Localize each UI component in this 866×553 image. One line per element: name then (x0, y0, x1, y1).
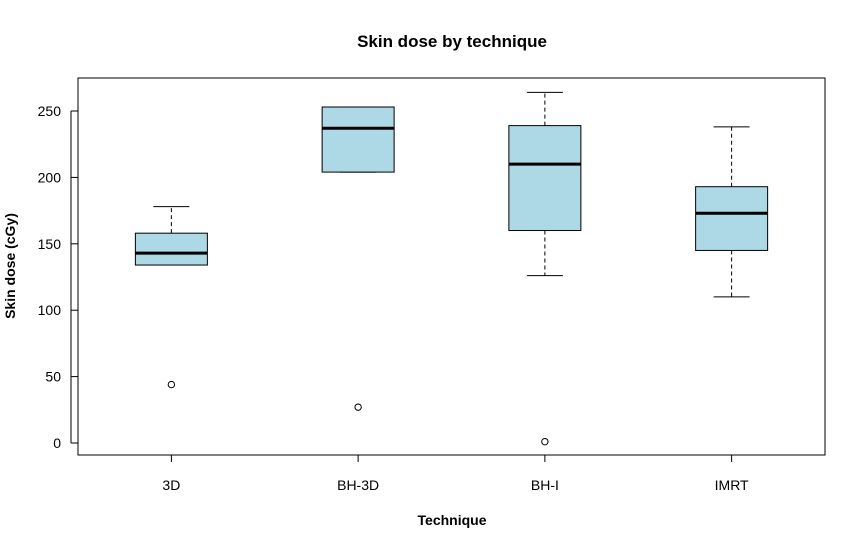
box-3d (134, 206, 208, 389)
outlier-point (541, 437, 549, 446)
box-imrt (695, 126, 769, 298)
y-tick-label: 250 (38, 103, 62, 119)
y-tick-label: 200 (38, 169, 62, 185)
chart-title: Skin dose by technique (357, 32, 547, 51)
y-tick-label: 50 (45, 369, 61, 385)
x-tick-label: BH-I (531, 477, 559, 493)
plot-frame (77, 77, 826, 456)
x-tick-label: IMRT (715, 477, 749, 493)
y-tick-label: 0 (53, 435, 61, 451)
box-bh-3d (321, 106, 395, 411)
outlier-point (354, 403, 362, 411)
iqr-box (134, 232, 208, 266)
y-tick-label: 150 (38, 236, 62, 252)
outlier-point (167, 380, 176, 389)
iqr-box (508, 125, 582, 232)
iqr-box (321, 106, 395, 173)
boxes-layer (134, 91, 769, 446)
iqr-box (695, 186, 769, 251)
box-bh-i (508, 91, 582, 446)
y-tick-label: 100 (38, 302, 62, 318)
x-axis: 3D BH-3D BH-I IMRT (162, 454, 749, 493)
y-axis-label: Skin dose (cGy) (2, 213, 18, 319)
x-tick-label: BH-3D (337, 477, 379, 493)
y-axis: 0 50 100 150 200 250 (38, 103, 78, 451)
x-tick-label: 3D (162, 477, 180, 493)
x-axis-label: Technique (418, 512, 487, 528)
